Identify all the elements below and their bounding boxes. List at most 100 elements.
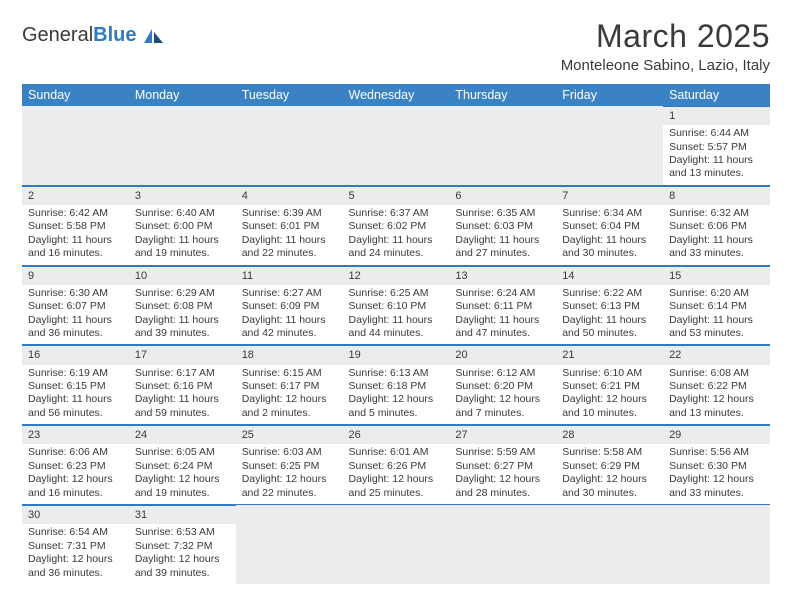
day-number: 30 xyxy=(22,505,129,524)
day-number: 11 xyxy=(236,266,343,285)
sunset-line: Sunset: 6:27 PM xyxy=(455,460,550,473)
day-header: Tuesday xyxy=(236,84,343,106)
daylight-line: Daylight: 11 hours xyxy=(242,234,337,247)
calendar-cell: 9Sunrise: 6:30 AMSunset: 6:07 PMDaylight… xyxy=(22,265,129,345)
daylight-line: Daylight: 12 hours xyxy=(135,553,230,566)
sunrise-line: Sunrise: 6:29 AM xyxy=(135,287,230,300)
calendar-cell: 14Sunrise: 6:22 AMSunset: 6:13 PMDayligh… xyxy=(556,265,663,345)
day-number: 19 xyxy=(343,345,450,364)
sunrise-line: Sunrise: 6:32 AM xyxy=(669,207,764,220)
daylight-line: and 10 minutes. xyxy=(562,407,657,420)
daylight-line: Daylight: 12 hours xyxy=(28,553,123,566)
calendar-cell: 16Sunrise: 6:19 AMSunset: 6:15 PMDayligh… xyxy=(22,345,129,425)
calendar-week: 16 Sunrise: 6:19 AMSunset: 6:15 PM Dayligh… xyxy=(22,345,770,425)
day-number: 12 xyxy=(343,266,450,285)
daylight-line: and 30 minutes. xyxy=(562,487,657,500)
daylight-line: and 2 minutes. xyxy=(242,407,337,420)
day-details: Sunrise: 6:27 AMSunset: 6:09 PMDaylight:… xyxy=(236,285,343,345)
daylight-line: and 19 minutes. xyxy=(135,487,230,500)
daylight-line: and 42 minutes. xyxy=(242,327,337,340)
calendar-cell: 23Sunrise: 6:06 AMSunset: 6:23 PMDayligh… xyxy=(22,425,129,505)
sunset-line: Sunset: 6:17 PM xyxy=(242,380,337,393)
daylight-line: Daylight: 11 hours xyxy=(349,314,444,327)
daylight-line: Daylight: 11 hours xyxy=(562,234,657,247)
sunrise-line: Sunrise: 6:10 AM xyxy=(562,367,657,380)
calendar-cell: 3Sunrise: 6:40 AMSunset: 6:00 PMDaylight… xyxy=(129,185,236,265)
daylight-line: and 27 minutes. xyxy=(455,247,550,260)
sunrise-line: Sunrise: 6:15 AM xyxy=(242,367,337,380)
day-details: Sunrise: 6:08 AMSunset: 6:22 PMDaylight:… xyxy=(663,365,770,425)
calendar-page: GeneralBlue March 2025 Monteleone Sabino… xyxy=(0,0,792,602)
sunrise-line: Sunrise: 5:58 AM xyxy=(562,446,657,459)
calendar-cell: 17Sunrise: 6:17 AMSunset: 6:16 PMDayligh… xyxy=(129,345,236,425)
day-details: Sunrise: 6:22 AMSunset: 6:13 PMDaylight:… xyxy=(556,285,663,345)
sunset-line: Sunset: 6:03 PM xyxy=(455,220,550,233)
daylight-line: and 24 minutes. xyxy=(349,247,444,260)
sunset-line: Sunset: 6:11 PM xyxy=(455,300,550,313)
day-details: Sunrise: 5:59 AMSunset: 6:27 PMDaylight:… xyxy=(449,444,556,504)
sunset-line: Sunset: 7:32 PM xyxy=(135,540,230,553)
calendar-cell: 7Sunrise: 6:34 AMSunset: 6:04 PMDaylight… xyxy=(556,185,663,265)
daylight-line: and 22 minutes. xyxy=(242,487,337,500)
sunrise-line: Sunrise: 6:20 AM xyxy=(669,287,764,300)
day-details: Sunrise: 6:32 AMSunset: 6:06 PMDaylight:… xyxy=(663,205,770,265)
sunrise-line: Sunrise: 6:53 AM xyxy=(135,526,230,539)
day-details: Sunrise: 6:35 AMSunset: 6:03 PMDaylight:… xyxy=(449,205,556,265)
calendar-cell xyxy=(22,106,129,185)
day-number: 14 xyxy=(556,266,663,285)
day-details: Sunrise: 6:39 AMSunset: 6:01 PMDaylight:… xyxy=(236,205,343,265)
sunrise-line: Sunrise: 6:34 AM xyxy=(562,207,657,220)
day-number: 24 xyxy=(129,425,236,444)
month-title: March 2025 xyxy=(561,18,770,55)
sunrise-line: Sunrise: 6:44 AM xyxy=(669,127,764,140)
day-number: 5 xyxy=(343,186,450,205)
daylight-line: Daylight: 12 hours xyxy=(242,473,337,486)
daylight-line: Daylight: 11 hours xyxy=(28,314,123,327)
daylight-line: Daylight: 12 hours xyxy=(455,393,550,406)
sunset-line: Sunset: 6:26 PM xyxy=(349,460,444,473)
day-number: 18 xyxy=(236,345,343,364)
daylight-line: and 39 minutes. xyxy=(135,567,230,580)
title-block: March 2025 Monteleone Sabino, Lazio, Ita… xyxy=(561,18,770,74)
calendar-cell: 29Sunrise: 5:56 AMSunset: 6:30 PMDayligh… xyxy=(663,425,770,505)
daylight-line: and 16 minutes. xyxy=(28,247,123,260)
daylight-line: and 50 minutes. xyxy=(562,327,657,340)
sunrise-line: Sunrise: 6:24 AM xyxy=(455,287,550,300)
day-details: Sunrise: 6:17 AMSunset: 6:16 PMDaylight:… xyxy=(129,365,236,425)
sunrise-line: Sunrise: 6:03 AM xyxy=(242,446,337,459)
calendar-cell xyxy=(236,505,343,584)
sunrise-line: Sunrise: 6:40 AM xyxy=(135,207,230,220)
calendar-cell: 28Sunrise: 5:58 AMSunset: 6:29 PMDayligh… xyxy=(556,425,663,505)
calendar-table: SundayMondayTuesdayWednesdayThursdayFrid… xyxy=(22,84,770,584)
daylight-line: Daylight: 12 hours xyxy=(669,473,764,486)
sunset-line: Sunset: 6:15 PM xyxy=(28,380,123,393)
sunrise-line: Sunrise: 6:17 AM xyxy=(135,367,230,380)
calendar-cell: 11Sunrise: 6:27 AMSunset: 6:09 PMDayligh… xyxy=(236,265,343,345)
day-details: Sunrise: 6:30 AMSunset: 6:07 PMDaylight:… xyxy=(22,285,129,345)
daylight-line: Daylight: 12 hours xyxy=(562,393,657,406)
day-details: Sunrise: 6:44 AMSunset: 5:57 PMDaylight:… xyxy=(663,125,770,185)
calendar-cell xyxy=(449,106,556,185)
calendar-cell: 18Sunrise: 6:15 AMSunset: 6:17 PMDayligh… xyxy=(236,345,343,425)
day-details: Sunrise: 6:20 AMSunset: 6:14 PMDaylight:… xyxy=(663,285,770,345)
calendar-body: 1Sunrise: 6:44 AMSunset: 5:57 PMDaylight… xyxy=(22,106,770,584)
calendar-cell xyxy=(236,106,343,185)
daylight-line: Daylight: 12 hours xyxy=(669,393,764,406)
daylight-line: Daylight: 11 hours xyxy=(455,234,550,247)
header: GeneralBlue March 2025 Monteleone Sabino… xyxy=(22,18,770,74)
calendar-cell xyxy=(449,505,556,584)
day-number: 3 xyxy=(129,186,236,205)
sunset-line: Sunset: 6:21 PM xyxy=(562,380,657,393)
day-number: 16 xyxy=(22,345,129,364)
sunrise-line: Sunrise: 6:27 AM xyxy=(242,287,337,300)
sunset-line: Sunset: 6:09 PM xyxy=(242,300,337,313)
daylight-line: Daylight: 12 hours xyxy=(562,473,657,486)
sunset-line: Sunset: 6:22 PM xyxy=(669,380,764,393)
sunrise-line: Sunrise: 5:56 AM xyxy=(669,446,764,459)
day-details: Sunrise: 6:54 AMSunset: 7:31 PMDaylight:… xyxy=(22,524,129,584)
sunrise-line: Sunrise: 6:19 AM xyxy=(28,367,123,380)
daylight-line: and 19 minutes. xyxy=(135,247,230,260)
calendar-week: 30Sunrise: 6:54 AMSunset: 7:31 PMDayligh… xyxy=(22,505,770,584)
calendar-cell: 4Sunrise: 6:39 AMSunset: 6:01 PMDaylight… xyxy=(236,185,343,265)
daylight-line: Daylight: 11 hours xyxy=(455,314,550,327)
